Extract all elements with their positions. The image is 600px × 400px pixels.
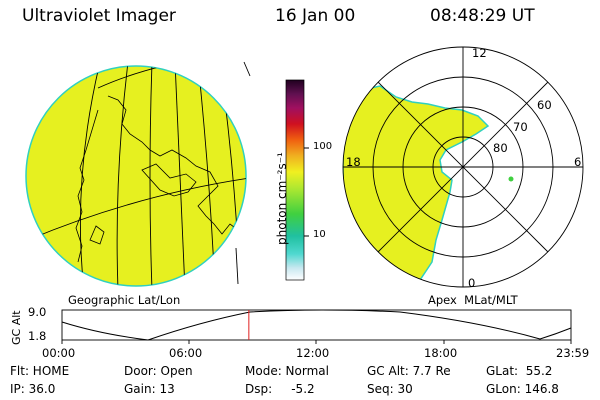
info-seq: Seq: 30 [367,382,413,396]
info-ip: IP: 36.0 [10,382,56,396]
grid-ticks-outside [235,61,251,285]
info-dsp: Dsp: -5.2 [245,382,315,396]
alt-ytick-bottom: 1.8 [28,329,47,343]
mlat-80-label: 80 [493,141,508,155]
app-title: Ultraviolet Imager [22,6,176,26]
info-mode: Mode: Normal [245,364,329,378]
geo-caption: Geographic Lat/Lon [68,293,181,307]
alt-plot-frame [61,309,572,341]
mlat-70-label: 70 [513,120,528,134]
aurora-spot [508,176,514,182]
mlt-12-label: 12 [472,46,487,60]
alt-plot-xticks [61,340,572,344]
alt-xtick-2: 12:00 [296,346,330,360]
mlt-0-label: 0 [468,276,476,290]
colorbar-tick-10: 10 [313,229,326,240]
mlat-60-label: 60 [537,98,552,112]
alt-xtick-4: 23:59 [556,346,590,360]
alt-xtick-3: 18:00 [424,346,458,360]
info-glat: GLat: 55.2 [486,364,553,378]
coastlines [75,95,239,263]
info-glon: GLon: 146.8 [486,382,559,396]
time-label: 08:48:29 UT [430,6,535,26]
alt-xtick-0: 00:00 [42,346,76,360]
colorbar-tick-100: 100 [313,141,333,152]
info-flight: Flt: HOME [10,364,70,378]
mlt-6-label: 6 [574,155,582,169]
info-gain: Gain: 13 [124,382,175,396]
apex-caption: Apex MLat/MLT [428,293,518,307]
alt-xtick-1: 06:00 [169,346,203,360]
alt-ytick-top: 9.0 [28,305,47,319]
mlt-18-label: 18 [346,155,361,169]
altitude-curve [61,309,572,341]
date-label: 16 Jan 00 [275,6,356,26]
mlt-lines [343,47,583,287]
info-door: Door: Open [124,364,193,378]
info-gc-alt: GC Alt: 7.7 Re [367,364,451,378]
earth-disk [25,65,247,287]
